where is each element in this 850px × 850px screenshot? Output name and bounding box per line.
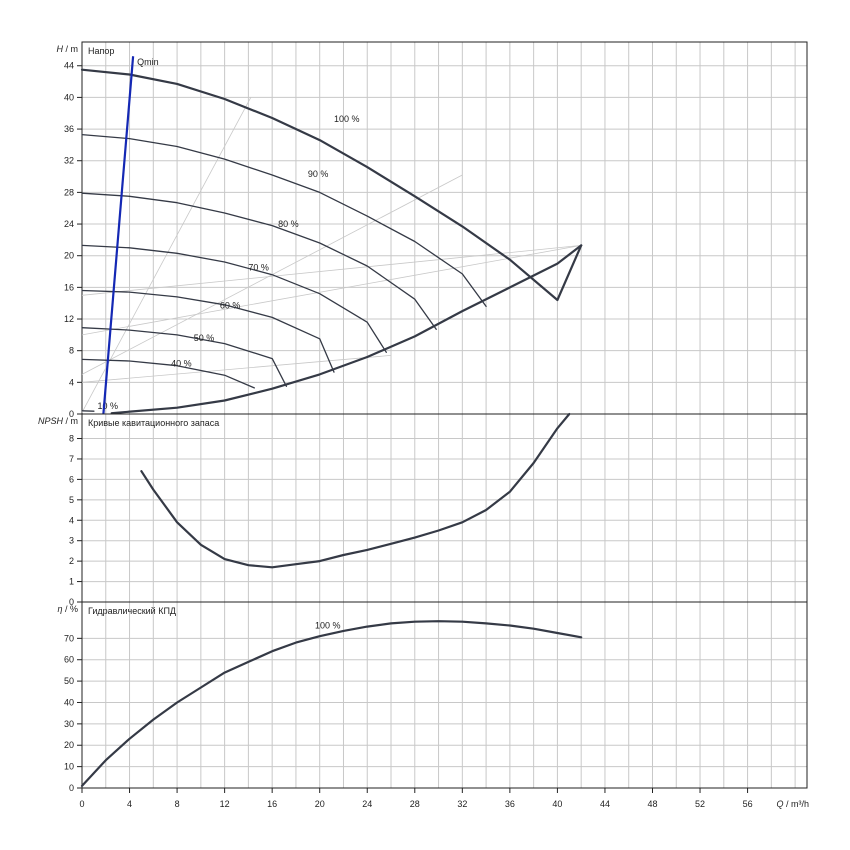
y-tick-label: 20 <box>64 740 74 750</box>
y-tick-label: 30 <box>64 719 74 729</box>
y-tick-label: 7 <box>69 454 74 464</box>
series-label: 40 % <box>171 358 192 368</box>
y-tick-label: 0 <box>69 409 74 419</box>
y-tick-label: 44 <box>64 61 74 71</box>
series-line-90 <box>81 133 487 308</box>
y-tick-label: 10 <box>64 762 74 772</box>
qmin-label: Qmin <box>137 57 159 67</box>
construction-line <box>81 245 582 336</box>
x-tick-label: 16 <box>267 799 277 809</box>
y-tick-label: 8 <box>69 434 74 444</box>
y-tick-label: 4 <box>69 515 74 525</box>
series-line-50 <box>81 327 288 387</box>
qmin-line <box>102 56 135 415</box>
series-line <box>140 412 571 569</box>
series-line-100 <box>80 68 583 302</box>
series-line-100 <box>80 620 583 787</box>
x-tick-label: 24 <box>362 799 372 809</box>
y-axis-label: H / m <box>57 44 79 54</box>
y-tick-label: 0 <box>69 783 74 793</box>
series-label: 70 % <box>248 263 269 273</box>
series-label: 100 % <box>315 621 341 631</box>
x-tick-label: 8 <box>175 799 180 809</box>
x-tick-label: 28 <box>410 799 420 809</box>
x-tick-label: 4 <box>127 799 132 809</box>
y-axis-label: η / % <box>57 604 78 614</box>
series-line-80 <box>81 192 437 330</box>
y-tick-label: 32 <box>64 156 74 166</box>
x-tick-label: 36 <box>505 799 515 809</box>
y-tick-label: 5 <box>69 495 74 505</box>
x-axis-label: Q / m³/h <box>776 799 809 809</box>
x-tick-label: 48 <box>647 799 657 809</box>
panel-title: Кривые кавитационного запаса <box>88 418 219 428</box>
series-label: 60 % <box>220 301 241 311</box>
x-tick-label: 20 <box>315 799 325 809</box>
y-tick-label: 4 <box>69 377 74 387</box>
y-tick-label: 28 <box>64 187 74 197</box>
y-tick-label: 60 <box>64 655 74 665</box>
series-line-60 <box>81 289 335 373</box>
series-label: 80 % <box>278 219 299 229</box>
series-label: 50 % <box>194 333 215 343</box>
series-label: 90 % <box>308 169 329 179</box>
y-tick-label: 8 <box>69 346 74 356</box>
y-tick-label: 24 <box>64 219 74 229</box>
panel-frame <box>81 601 808 789</box>
panel-head: 0 4 8 12 16 20 24 28 32 36 40 44 H / m Напор 100 % 90 %… <box>57 41 808 419</box>
construction-line <box>81 245 582 296</box>
y-tick-label: 16 <box>64 282 74 292</box>
panel-title: Гидравлический КПД <box>88 606 176 616</box>
y-tick-label: 12 <box>64 314 74 324</box>
x-tick-label: 52 <box>695 799 705 809</box>
x-tick-label: 32 <box>457 799 467 809</box>
x-tick-label: 56 <box>743 799 753 809</box>
y-tick-label: 40 <box>64 697 74 707</box>
y-tick-label: 3 <box>69 536 74 546</box>
y-tick-label: 0 <box>69 597 74 607</box>
x-tick-label: 44 <box>600 799 610 809</box>
y-tick-label: 70 <box>64 633 74 643</box>
y-tick-label: 50 <box>64 676 74 686</box>
series-label: 100 % <box>334 114 360 124</box>
series-line-70 <box>81 244 387 353</box>
series-line-40 <box>81 358 255 389</box>
grid-lines <box>105 42 796 788</box>
panel-frame <box>81 413 808 603</box>
y-tick-label: 2 <box>69 556 74 566</box>
panel-title: Напор <box>88 46 114 56</box>
x-tick-label: 40 <box>552 799 562 809</box>
series-label: 10 % <box>97 401 118 411</box>
x-tick-label: 0 <box>79 799 84 809</box>
y-tick-label: 36 <box>64 124 74 134</box>
y-axis-label: NPSH / m <box>38 416 78 426</box>
x-tick-label: 12 <box>220 799 230 809</box>
construction-line <box>81 355 392 383</box>
y-tick-label: 40 <box>64 92 74 102</box>
y-tick-label: 20 <box>64 251 74 261</box>
y-tick-label: 1 <box>69 577 74 587</box>
y-tick-label: 6 <box>69 474 74 484</box>
max-flow-curve <box>110 244 583 415</box>
